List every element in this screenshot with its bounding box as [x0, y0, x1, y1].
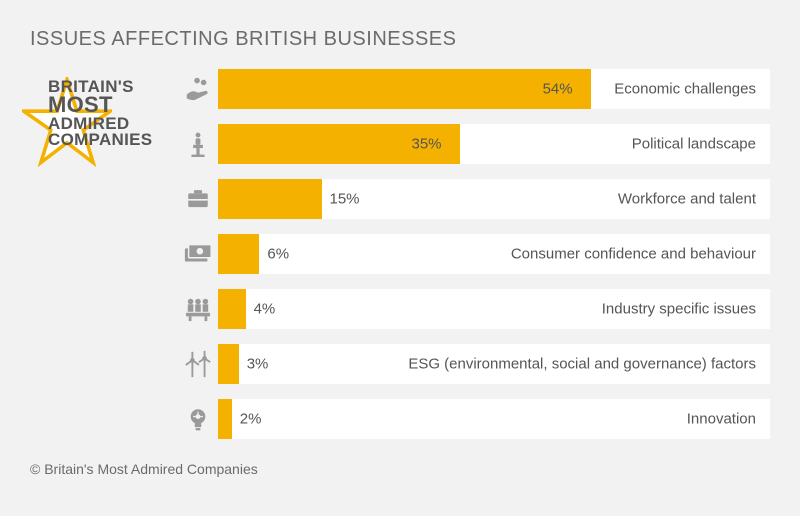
copyright-text: © Britain's Most Admired Companies [30, 461, 770, 477]
chart-row: 15% Workforce and talent [178, 179, 770, 219]
bar-track: 3% ESG (environmental, social and governa… [218, 344, 770, 384]
bar-fill [218, 289, 246, 329]
chart-row: 4% Industry specific issues [178, 289, 770, 329]
briefcase-icon [178, 186, 218, 212]
bar-label: Economic challenges [614, 81, 756, 98]
bar-track: 35% Political landscape [218, 124, 770, 164]
chart-row: 35% Political landscape [178, 124, 770, 164]
bar-track: 4% Industry specific issues [218, 289, 770, 329]
bar-label: ESG (environmental, social and governanc… [408, 356, 756, 373]
bar-percent: 3% [247, 356, 269, 373]
logo: BRITAIN'S MOST ADMIRED COMPANIES [30, 69, 160, 169]
bar-percent: 4% [254, 301, 276, 318]
bar-percent: 15% [330, 191, 360, 208]
logo-line-2: MOST [48, 95, 152, 116]
bar-fill [218, 69, 591, 109]
bar-track: 54% Economic challenges [218, 69, 770, 109]
logo-text: BRITAIN'S MOST ADMIRED COMPANIES [48, 79, 152, 148]
bar-label: Political landscape [632, 136, 756, 153]
bar-fill [218, 234, 259, 274]
logo-line-4: COMPANIES [48, 132, 152, 148]
bar-track: 15% Workforce and talent [218, 179, 770, 219]
content: BRITAIN'S MOST ADMIRED COMPANIES 54% Econ… [30, 69, 770, 439]
bar-label: Innovation [687, 411, 756, 428]
bar-track: 2% Innovation [218, 399, 770, 439]
logo-column: BRITAIN'S MOST ADMIRED COMPANIES [30, 69, 160, 439]
hand-coins-icon [178, 74, 218, 104]
industry-icon [178, 296, 218, 322]
money-icon [178, 242, 218, 266]
bar-label: Consumer confidence and behaviour [511, 246, 756, 263]
bulb-icon [178, 404, 218, 434]
bar-chart: 54% Economic challenges 35% Political lands… [178, 69, 770, 439]
podium-icon [178, 129, 218, 159]
chart-row: 2% Innovation [178, 399, 770, 439]
wind-icon [178, 349, 218, 379]
bar-percent: 2% [240, 411, 262, 428]
bar-label: Industry specific issues [602, 301, 756, 318]
bar-percent: 54% [543, 81, 573, 98]
chart-row: 6% Consumer confidence and behaviour [178, 234, 770, 274]
chart-title: ISSUES AFFECTING BRITISH BUSINESSES [30, 28, 770, 51]
bar-percent: 35% [412, 136, 442, 153]
bar-fill [218, 179, 322, 219]
bar-fill [218, 399, 232, 439]
bar-fill [218, 344, 239, 384]
bar-label: Workforce and talent [618, 191, 756, 208]
chart-row: 3% ESG (environmental, social and governa… [178, 344, 770, 384]
chart-row: 54% Economic challenges [178, 69, 770, 109]
bar-track: 6% Consumer confidence and behaviour [218, 234, 770, 274]
bar-percent: 6% [267, 246, 289, 263]
